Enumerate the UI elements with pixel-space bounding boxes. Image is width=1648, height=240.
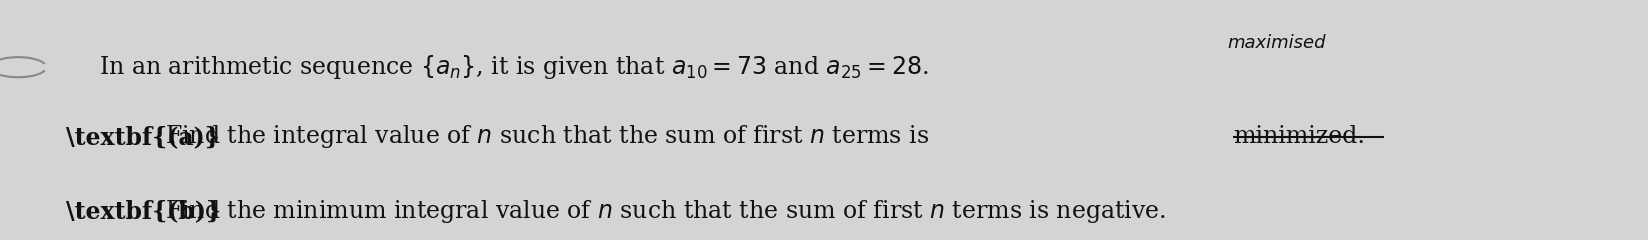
Text: minimized.: minimized.	[1233, 125, 1365, 148]
Text: Find the minimum integral value of $n$ such that the sum of first $n$ terms is n: Find the minimum integral value of $n$ s…	[165, 198, 1165, 225]
Text: \textbf{(a)}: \textbf{(a)}	[66, 125, 219, 149]
Text: \textbf{(b)}: \textbf{(b)}	[66, 199, 221, 223]
Text: In an arithmetic sequence $\{a_n\}$, it is given that $a_{10} = 73$ and $a_{25} : In an arithmetic sequence $\{a_n\}$, it …	[99, 53, 928, 81]
Text: maximised: maximised	[1228, 34, 1327, 52]
Text: Find the integral value of $n$ such that the sum of first $n$ terms is: Find the integral value of $n$ such that…	[165, 123, 929, 150]
